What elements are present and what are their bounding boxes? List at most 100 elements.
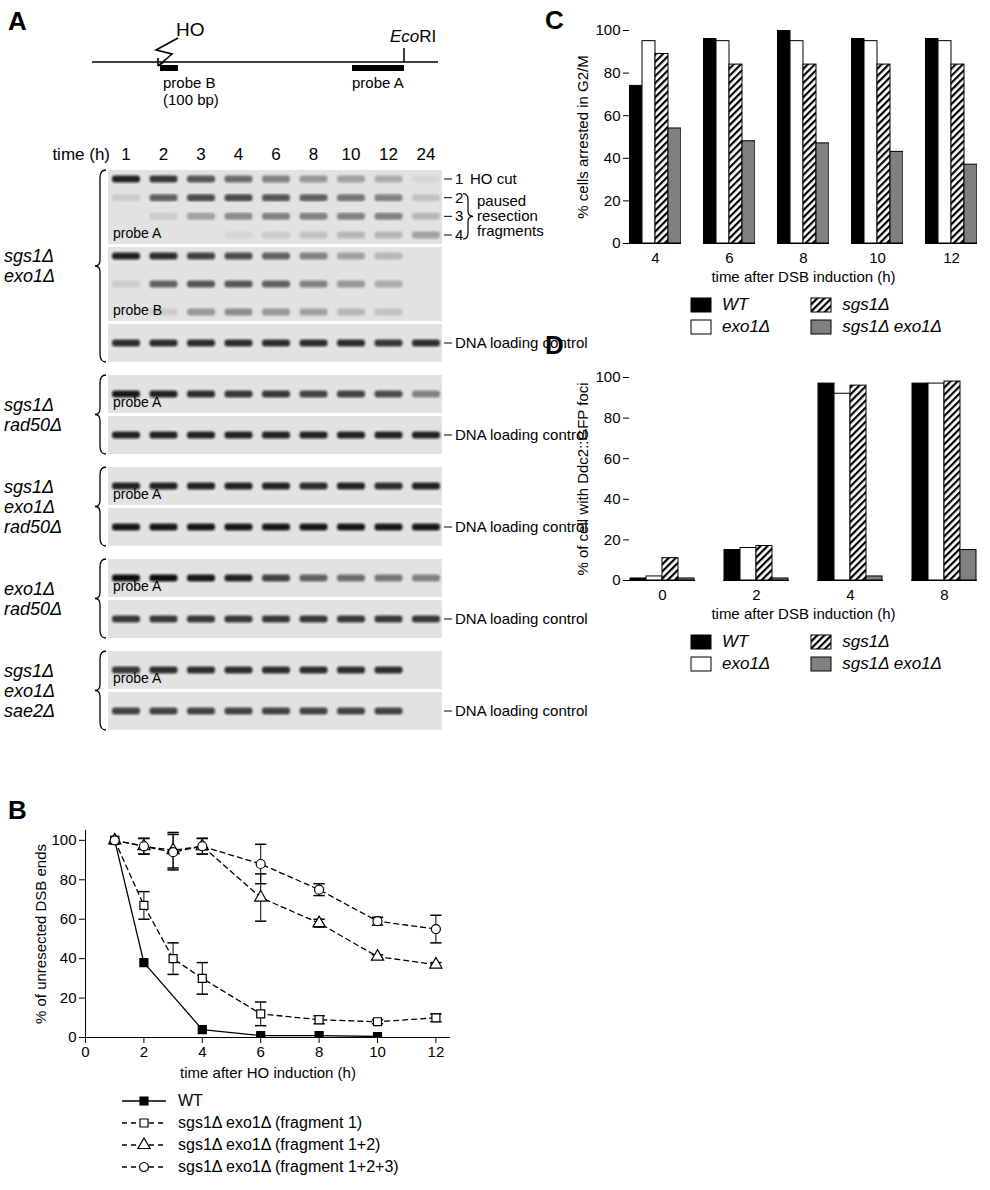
svg-text:8: 8 <box>940 586 948 603</box>
html-text:exo1Δ: exo1Δ <box>722 317 771 336</box>
html-text:sgs1Δ exo1Δ (fragment 1): sgs1Δ exo1Δ (fragment 1) <box>178 1114 363 1131</box>
html-text:sgs1Δ exo1Δ: sgs1Δ exo1Δ <box>842 654 942 673</box>
svg-text:40: 40 <box>604 149 621 166</box>
svg-text:40: 40 <box>60 949 77 966</box>
svg-text:probe B: probe B <box>163 74 216 91</box>
svg-text:2: 2 <box>455 189 463 206</box>
svg-text:12: 12 <box>943 249 960 266</box>
svg-text:sgs1Δ: sgs1Δ <box>4 395 54 415</box>
svg-text:exo1Δ: exo1Δ <box>4 266 55 286</box>
svg-text:% of unresected DSB ends: % of unresected DSB ends <box>32 844 49 1024</box>
svg-text:60: 60 <box>604 107 621 124</box>
svg-text:8: 8 <box>309 145 318 164</box>
svg-text:10: 10 <box>342 145 361 164</box>
svg-text:resection: resection <box>477 207 538 225</box>
svg-text:exo1Δ: exo1Δ <box>4 497 55 517</box>
html-text:WT: WT <box>722 632 749 651</box>
svg-text:time after HO induction (h): time after HO induction (h) <box>180 1064 356 1081</box>
svg-text:100: 100 <box>595 368 620 385</box>
svg-text:exo1Δ: exo1Δ <box>4 579 55 599</box>
svg-text:8: 8 <box>799 249 807 266</box>
svg-text:probe A: probe A <box>113 486 162 502</box>
svg-text:4: 4 <box>455 226 463 243</box>
svg-text:2: 2 <box>140 1043 148 1060</box>
svg-text:% of cell with Ddc2::GFP foci: % of cell with Ddc2::GFP foci <box>574 382 591 575</box>
svg-text:probe A: probe A <box>113 225 162 241</box>
svg-text:80: 80 <box>604 409 621 426</box>
svg-text:80: 80 <box>604 64 621 81</box>
html-text:sgs1Δ: sgs1Δ <box>842 295 890 314</box>
svg-text:0: 0 <box>658 586 666 603</box>
svg-text:probe B: probe B <box>113 302 162 318</box>
svg-text:80: 80 <box>60 871 77 888</box>
svg-text:0: 0 <box>612 571 620 588</box>
svg-text:HO cut: HO cut <box>470 170 518 187</box>
html-text:B: B <box>8 795 27 825</box>
svg-text:DNA loading control: DNA loading control <box>455 610 588 627</box>
svg-text:1: 1 <box>455 170 463 187</box>
svg-text:20: 20 <box>604 192 621 209</box>
svg-text:sae2Δ: sae2Δ <box>4 701 55 721</box>
html-text:sgs1Δ exo1Δ (fragment 1+2): sgs1Δ exo1Δ (fragment 1+2) <box>178 1136 381 1153</box>
svg-text:4: 4 <box>651 249 659 266</box>
svg-text:6: 6 <box>271 145 280 164</box>
svg-text:4: 4 <box>846 586 854 603</box>
svg-text:time after DSB induction (h): time after DSB induction (h) <box>711 268 895 285</box>
svg-text:paused: paused <box>477 192 527 210</box>
html-text:sgs1Δ: sgs1Δ <box>842 632 890 651</box>
html-text:sgs1Δ exo1Δ: sgs1Δ exo1Δ <box>842 317 942 336</box>
svg-text:20: 20 <box>60 989 77 1006</box>
svg-text:1: 1 <box>121 145 130 164</box>
svg-text:probe A: probe A <box>113 670 162 686</box>
svg-text:probe A: probe A <box>113 394 162 410</box>
svg-text:3: 3 <box>196 145 205 164</box>
svg-text:A: A <box>8 6 27 36</box>
svg-text:rad50Δ: rad50Δ <box>4 599 62 619</box>
svg-text:sgs1Δ: sgs1Δ <box>4 477 54 497</box>
svg-text:DNA loading control: DNA loading control <box>455 702 588 719</box>
svg-text:6: 6 <box>257 1043 265 1060</box>
svg-text:time after DSB induction (h): time after DSB induction (h) <box>711 605 895 622</box>
svg-text:12: 12 <box>379 145 398 164</box>
svg-text:60: 60 <box>604 450 621 467</box>
svg-text:sgs1Δ: sgs1Δ <box>4 246 54 266</box>
svg-text:time (h): time (h) <box>52 145 110 164</box>
svg-text:2: 2 <box>752 586 760 603</box>
svg-text:3: 3 <box>455 207 463 224</box>
svg-text:DNA loading control: DNA loading control <box>455 518 588 535</box>
svg-text:2: 2 <box>159 145 168 164</box>
svg-text:probe A: probe A <box>352 74 404 91</box>
svg-text:DNA loading control: DNA loading control <box>455 426 588 443</box>
svg-text:exo1Δ: exo1Δ <box>4 681 55 701</box>
svg-text:100: 100 <box>595 21 620 38</box>
svg-text:10: 10 <box>869 249 886 266</box>
svg-text:EcoRI: EcoRI <box>390 27 436 46</box>
svg-text:60: 60 <box>60 910 77 927</box>
svg-text:rad50Δ: rad50Δ <box>4 415 62 435</box>
svg-text:HO: HO <box>176 19 205 40</box>
html-text:exo1Δ: exo1Δ <box>722 654 771 673</box>
html-text:C: C <box>545 5 564 35</box>
svg-text:0: 0 <box>68 1028 76 1045</box>
svg-text:(100 bp): (100 bp) <box>163 91 219 108</box>
svg-text:4: 4 <box>198 1043 206 1060</box>
svg-text:10: 10 <box>369 1043 386 1060</box>
svg-text:4: 4 <box>234 145 243 164</box>
svg-text:DNA loading control: DNA loading control <box>455 334 588 351</box>
svg-text:% cells arrested in G2/M: % cells arrested in G2/M <box>574 55 591 218</box>
svg-text:0: 0 <box>612 234 620 251</box>
svg-text:40: 40 <box>604 490 621 507</box>
svg-text:100: 100 <box>51 831 76 848</box>
svg-text:24: 24 <box>417 145 436 164</box>
svg-text:sgs1Δ: sgs1Δ <box>4 661 54 681</box>
html-text:WT: WT <box>722 295 749 314</box>
svg-text:12: 12 <box>428 1043 445 1060</box>
svg-text:0: 0 <box>81 1043 89 1060</box>
svg-text:6: 6 <box>725 249 733 266</box>
svg-text:rad50Δ: rad50Δ <box>4 517 62 537</box>
svg-text:20: 20 <box>604 531 621 548</box>
svg-text:probe A: probe A <box>113 578 162 594</box>
svg-text:fragments: fragments <box>477 222 544 239</box>
svg-text:8: 8 <box>315 1043 323 1060</box>
html-text:WT: WT <box>178 1092 203 1109</box>
